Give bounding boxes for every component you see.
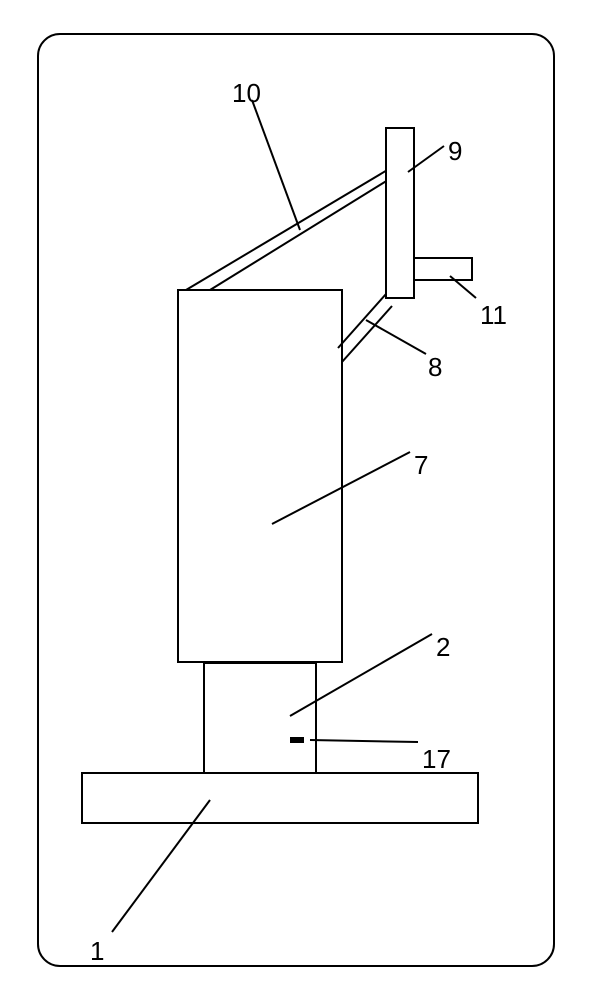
label-7: 7 [414, 450, 428, 481]
label-9: 9 [448, 136, 462, 167]
label-11: 11 [480, 300, 507, 331]
diagram-canvas [0, 0, 591, 1000]
upper-brace-lower-edge [210, 180, 388, 290]
upper-body [178, 290, 342, 662]
base-plate [82, 773, 478, 823]
label-17: 17 [422, 744, 451, 775]
leader-8 [366, 320, 426, 354]
leader-17 [310, 740, 418, 742]
small-mark [290, 737, 304, 743]
lower-column [204, 663, 316, 773]
label-2: 2 [436, 632, 450, 663]
label-1: 1 [90, 936, 104, 967]
upper-brace [186, 166, 394, 290]
vertical-plate [386, 128, 414, 298]
label-10: 10 [232, 78, 261, 109]
leader-10 [252, 100, 300, 230]
horizontal-peg [414, 258, 472, 280]
label-8: 8 [428, 352, 442, 383]
